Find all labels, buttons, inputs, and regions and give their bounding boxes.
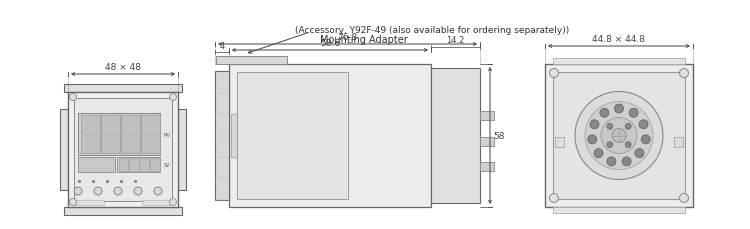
Text: PV: PV	[163, 132, 170, 137]
Circle shape	[170, 199, 176, 206]
Bar	[60, 110, 68, 190]
Bar	[142, 200, 172, 205]
Bar	[141, 116, 160, 153]
Bar	[229, 65, 431, 207]
Bar	[121, 116, 140, 153]
Text: 58: 58	[493, 131, 505, 140]
Bar	[553, 207, 685, 213]
Bar	[480, 163, 494, 172]
Circle shape	[590, 120, 599, 129]
Circle shape	[550, 69, 559, 78]
Bar	[118, 158, 128, 172]
Text: 44.8 × 44.8: 44.8 × 44.8	[592, 35, 646, 44]
Bar	[545, 65, 693, 207]
Bar	[150, 158, 160, 172]
Text: 48 × 48: 48 × 48	[105, 63, 141, 72]
Circle shape	[626, 124, 632, 130]
Bar	[217, 57, 287, 65]
Circle shape	[94, 187, 102, 195]
Text: 14.2: 14.2	[446, 36, 465, 45]
Bar	[555, 137, 564, 147]
Circle shape	[641, 135, 650, 144]
Bar	[480, 111, 494, 120]
Bar	[78, 114, 160, 155]
Circle shape	[601, 118, 637, 154]
Text: SV: SV	[164, 162, 170, 167]
Bar	[674, 137, 683, 147]
Text: 76.8: 76.8	[338, 33, 358, 42]
Bar	[215, 72, 229, 200]
Text: (Accessory, Y92F-49 (also available for ordering separately)): (Accessory, Y92F-49 (also available for …	[295, 26, 569, 35]
Text: 4: 4	[219, 42, 224, 51]
Bar	[64, 207, 182, 215]
Circle shape	[588, 135, 597, 144]
Bar	[178, 110, 186, 190]
Circle shape	[626, 142, 632, 148]
Circle shape	[607, 124, 613, 130]
Circle shape	[74, 187, 82, 195]
Circle shape	[594, 149, 603, 158]
Bar	[81, 116, 100, 153]
Bar	[129, 158, 139, 172]
Bar	[74, 98, 172, 201]
Bar	[140, 158, 149, 172]
Circle shape	[114, 187, 122, 195]
Circle shape	[607, 157, 616, 166]
Bar	[553, 73, 685, 199]
Bar	[431, 69, 480, 203]
Circle shape	[600, 109, 609, 118]
Circle shape	[629, 109, 638, 118]
Circle shape	[622, 157, 631, 166]
Bar	[64, 85, 182, 93]
Bar	[553, 59, 685, 65]
Circle shape	[550, 194, 559, 203]
Circle shape	[680, 194, 688, 203]
Circle shape	[575, 92, 663, 180]
Circle shape	[585, 102, 653, 170]
Circle shape	[635, 149, 644, 158]
Circle shape	[639, 120, 648, 129]
Bar	[231, 114, 237, 157]
Circle shape	[134, 187, 142, 195]
Bar	[101, 116, 120, 153]
Text: 58.6: 58.6	[320, 39, 340, 48]
Circle shape	[680, 69, 688, 78]
Bar	[74, 200, 104, 205]
Bar	[68, 93, 178, 207]
Bar	[78, 157, 115, 172]
Bar	[237, 73, 348, 199]
Circle shape	[612, 129, 626, 143]
Circle shape	[70, 94, 76, 101]
Circle shape	[154, 187, 162, 195]
Bar	[116, 157, 160, 172]
Text: Mounting Adapter: Mounting Adapter	[320, 35, 408, 45]
Circle shape	[170, 94, 176, 101]
Bar	[480, 137, 494, 146]
Circle shape	[614, 105, 623, 114]
Circle shape	[70, 199, 76, 206]
Circle shape	[607, 142, 613, 148]
